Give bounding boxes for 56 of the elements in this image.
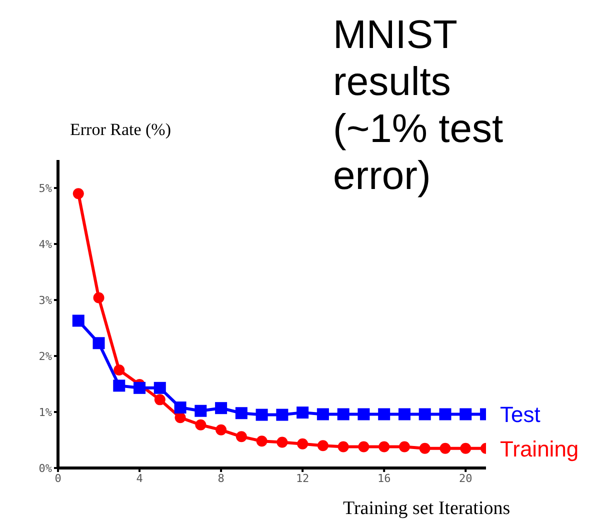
point (256, 408, 268, 421)
point (195, 419, 206, 430)
point (297, 438, 308, 450)
x-tick-label: 16 (377, 472, 391, 485)
point (174, 412, 186, 424)
point (440, 442, 451, 454)
y-tick-label: 4% (38, 238, 52, 251)
point (276, 436, 288, 448)
x-tick-label: 4 (136, 472, 144, 485)
x-tick-label: 20 (458, 472, 472, 485)
point (114, 364, 125, 376)
point (296, 406, 309, 419)
point (460, 442, 472, 454)
point (358, 408, 370, 420)
point (398, 408, 410, 420)
point (235, 407, 248, 420)
x-tick-label: 12 (296, 472, 310, 485)
point (317, 440, 328, 452)
point (276, 408, 288, 421)
point (338, 441, 349, 452)
chart-title: MNIST results (~1% test error) (333, 12, 504, 200)
point (378, 408, 390, 420)
series-label: Training (500, 436, 579, 462)
point (419, 442, 430, 454)
point (439, 408, 452, 420)
point (93, 292, 104, 304)
point (256, 436, 268, 447)
point (72, 188, 84, 200)
point (460, 408, 472, 420)
point (398, 441, 410, 452)
point (316, 408, 329, 420)
x-tick-label: 0 (54, 472, 62, 485)
point (358, 441, 370, 452)
point (418, 408, 431, 420)
y-tick-label: 1% (38, 406, 52, 419)
point (113, 380, 126, 392)
x-tick-label: 8 (218, 472, 224, 485)
point (215, 402, 228, 414)
point (194, 404, 207, 417)
point (92, 337, 105, 350)
point (174, 402, 186, 414)
y-tick-label: 3% (38, 294, 52, 307)
y-tick-label: 2% (38, 350, 52, 363)
point (236, 431, 247, 442)
series-label: Test (500, 402, 540, 428)
y-tick-label: 0% (38, 462, 52, 475)
point (378, 441, 390, 452)
y-tick-label: 5% (38, 182, 52, 195)
point (154, 382, 166, 394)
y-axis-title: Error Rate (%) (70, 120, 172, 140)
point (72, 314, 84, 327)
point (154, 394, 166, 406)
point (337, 408, 350, 420)
point (216, 424, 227, 436)
x-axis-title: Training set Iterations (343, 498, 510, 520)
point (134, 382, 146, 394)
